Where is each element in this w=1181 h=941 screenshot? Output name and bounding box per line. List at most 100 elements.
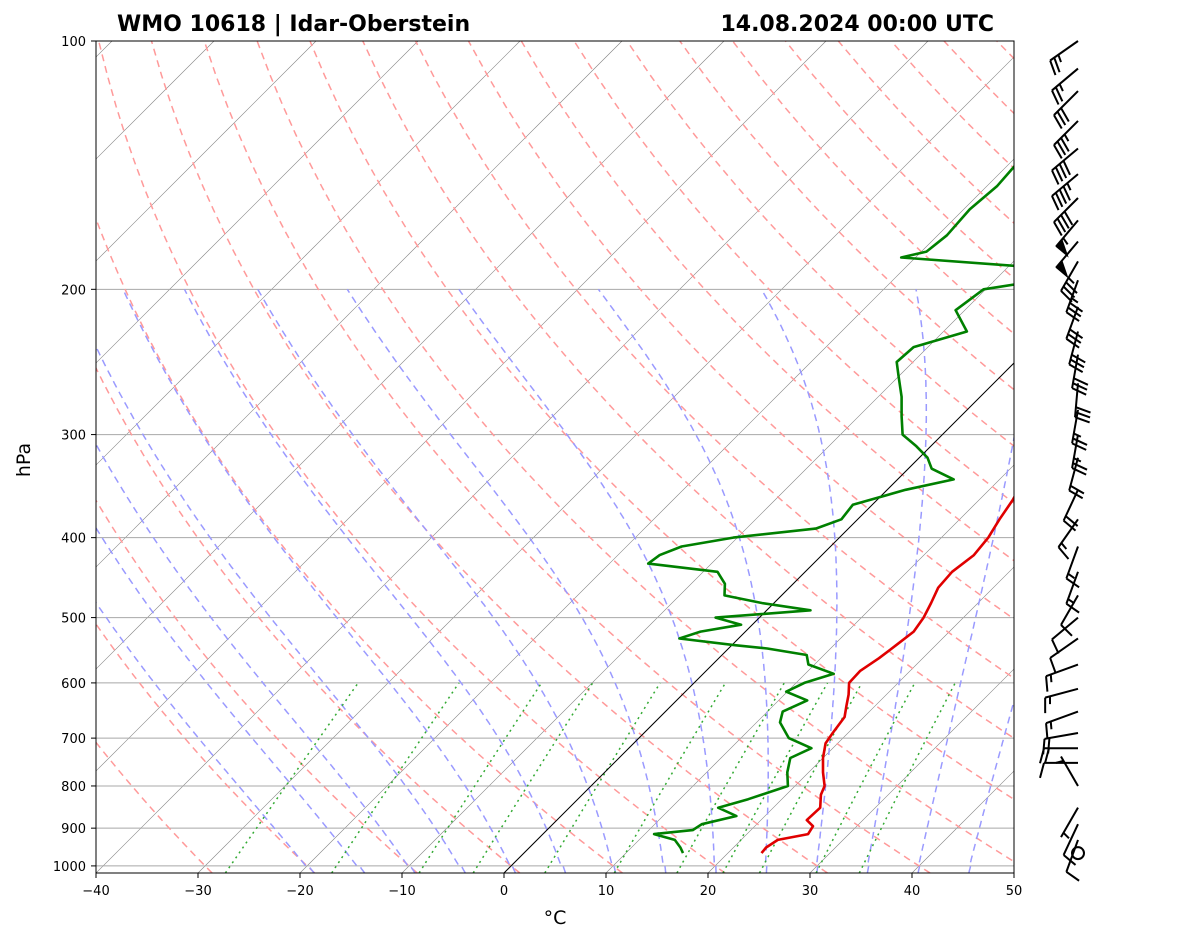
barb-flag (1071, 387, 1087, 396)
barb-half-flag (1062, 237, 1069, 245)
barb-half-flag (1066, 182, 1072, 191)
barb-flag (1057, 546, 1070, 560)
mixing-ratio-line (224, 682, 359, 873)
wind-barb (1055, 756, 1079, 787)
barb-pennant (1055, 238, 1069, 258)
x-tick-label: −20 (286, 884, 313, 899)
barb-flag (1071, 353, 1086, 364)
barb-flag (1039, 762, 1045, 779)
zero-degree-isotherm (503, 362, 1014, 873)
wind-barb (1071, 409, 1088, 451)
barb-staff (1068, 331, 1079, 365)
moist-adiabat-line (866, 289, 928, 873)
dry-adiabat-line (96, 622, 316, 873)
moist-adiabat-line (968, 698, 1014, 873)
dry-adiabat-line (784, 41, 1014, 280)
wind-barb (1044, 687, 1079, 714)
barb-flag (1054, 86, 1064, 102)
barb-flag (1068, 363, 1084, 373)
barb-half-flag (1057, 54, 1062, 63)
barb-flag (1053, 221, 1063, 236)
dry-adiabat-line (362, 41, 1014, 740)
barb-staff (1060, 807, 1079, 838)
barb-flag (1075, 411, 1091, 419)
wind-barb (1049, 40, 1079, 76)
x-tick-label: 50 (1006, 884, 1023, 899)
barb-half-flag (1049, 674, 1053, 683)
x-tick-label: 0 (500, 884, 508, 899)
barb-flag (1063, 210, 1074, 226)
barb-staff (1068, 457, 1079, 491)
mixing-ratio-line (613, 682, 727, 873)
barb-flag (1058, 189, 1068, 205)
barb-flag (1065, 281, 1078, 294)
barb-staff (1071, 354, 1079, 389)
barb-half-flag (1067, 598, 1076, 605)
y-axis-label: hPa (13, 443, 35, 477)
isotherm-line (96, 41, 317, 262)
barb-staff (1045, 710, 1079, 725)
wind-barb (1049, 637, 1079, 673)
barb-flag (1049, 60, 1057, 76)
dry-adiabat-line (573, 41, 1014, 504)
barb-staff (1071, 409, 1079, 444)
barb-staff (1051, 173, 1079, 197)
barb-flag (1056, 111, 1067, 126)
barb-flag (1045, 723, 1049, 739)
isotherm-line (299, 158, 1014, 873)
barb-flag (1065, 515, 1079, 527)
temperature-profile (760, 495, 1014, 854)
isotherm-line (503, 362, 1014, 873)
wind-barb (1051, 173, 1079, 211)
barb-flag (1069, 484, 1085, 495)
moist-adiabat-line (96, 526, 366, 873)
wind-barb (1055, 219, 1079, 258)
barb-staff (1045, 663, 1079, 678)
y-tick-label: 200 (61, 283, 86, 298)
mixing-ratio-line (722, 682, 829, 873)
wind-barb (1065, 571, 1080, 614)
dry-adiabat-line (96, 216, 623, 873)
x-tick-label: −30 (184, 884, 211, 899)
barb-flag (1072, 437, 1088, 446)
barb-flag (1051, 195, 1060, 211)
moist-adiabat-line (346, 288, 667, 873)
wind-barb (1071, 354, 1089, 396)
y-tick-label: 600 (61, 677, 86, 692)
barb-half-flag (1067, 572, 1076, 580)
barb-flag (1060, 624, 1073, 637)
barb-flag (1062, 185, 1071, 201)
barb-flag (1053, 114, 1063, 130)
moist-adiabat-line (122, 288, 517, 873)
y-tick-label: 100 (61, 35, 86, 50)
barb-flag (1075, 406, 1091, 414)
barb-flag (1062, 519, 1077, 532)
isotherm-line (96, 41, 929, 873)
barb-flag (1058, 163, 1068, 179)
isotherm-line (809, 668, 1014, 873)
barb-staff (1044, 687, 1079, 699)
dry-adiabat-line (414, 41, 1014, 680)
moist-adiabat-line (917, 434, 1014, 873)
profile-series (646, 164, 1014, 854)
barb-flag (1060, 290, 1073, 303)
moist-adiabat-line (458, 288, 717, 873)
barb-staff (1065, 546, 1079, 579)
x-tick-label: 30 (802, 884, 819, 899)
barb-flag (1060, 107, 1070, 122)
dry-adiabat-line (97, 41, 726, 873)
isotherm-line (96, 41, 827, 772)
barb-staff (1053, 197, 1079, 223)
barb-flag (1060, 214, 1070, 229)
moist-adiabat-line (257, 288, 617, 873)
barb-flag (1065, 871, 1080, 882)
barb-flag (1069, 328, 1084, 340)
barb-flag (1051, 169, 1060, 185)
barb-staff (1074, 383, 1079, 418)
dry-adiabat-line (203, 41, 931, 873)
barb-staff (1060, 260, 1079, 292)
dry-adiabat-line (837, 41, 1014, 225)
isotherm-line (96, 41, 623, 568)
y-tick-label: 400 (61, 532, 86, 547)
